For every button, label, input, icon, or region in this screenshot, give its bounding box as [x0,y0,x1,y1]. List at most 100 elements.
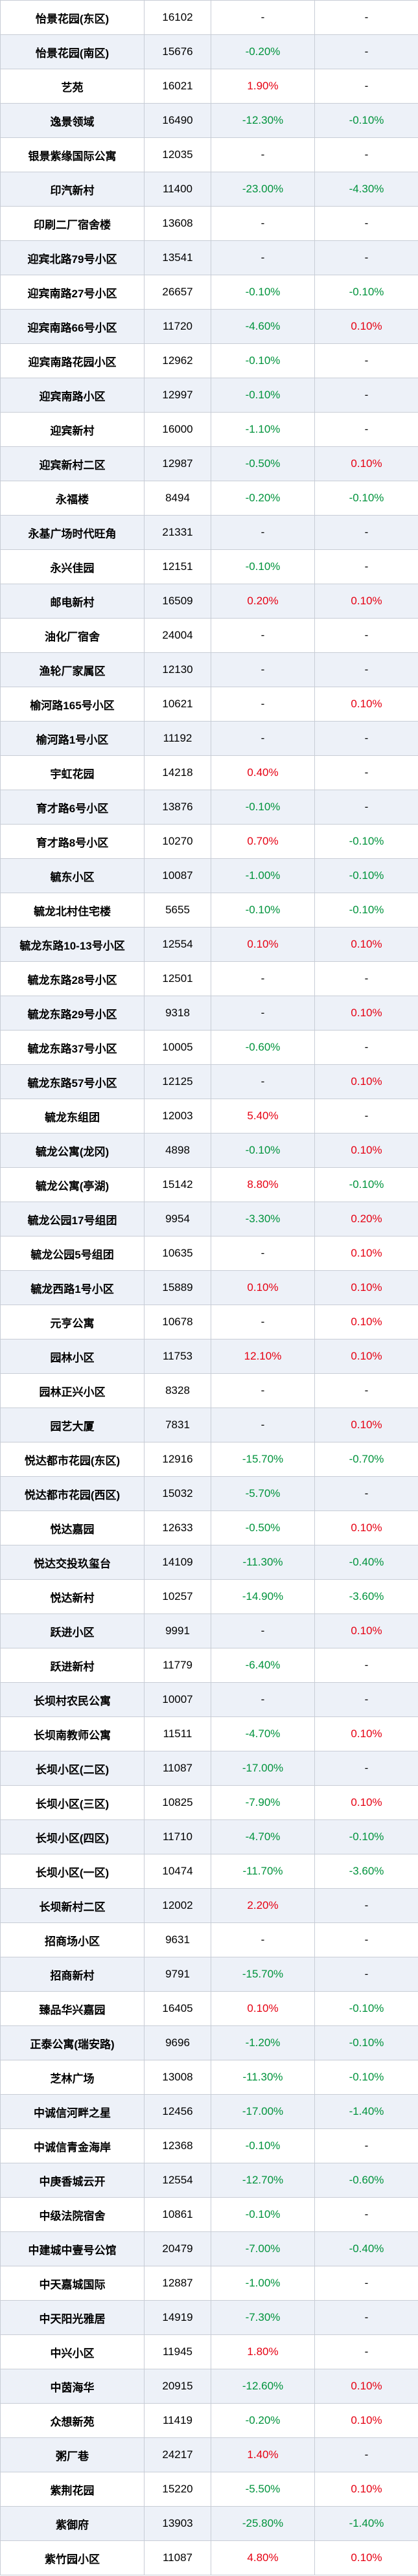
change2-cell: - [314,34,418,69]
price-cell: 14218 [144,755,211,790]
table-row: 毓东小区 10087 -1.00% -0.10% [0,858,418,893]
change1-cell: 1.80% [211,2334,315,2369]
community-name-cell: 毓东小区 [0,858,145,893]
community-name-cell: 粥厂巷 [0,2437,145,2472]
price-cell: 10861 [144,2197,211,2232]
table-row: 园艺大厦 7831-0.10% [0,1408,418,1442]
community-name-cell: 中级法院宿舍 [0,2197,145,2232]
community-name-cell: 中茵海华 [0,2369,145,2404]
community-name-cell: 悦达新村 [0,1579,145,1614]
change1-cell: -5.70% [211,1476,315,1511]
price-cell: 16102 [144,0,211,35]
price-cell: 15032 [144,1476,211,1511]
table-row: 中建城中壹号公馆 20479 -7.00% -0.40% [0,2231,418,2266]
community-name-cell: 毓龙东路37号小区 [0,1030,145,1065]
change2-cell: - [314,1030,418,1065]
table-row: 跃进新村 11779 -6.40% - [0,1648,418,1683]
table-row: 艺苑 16021 1.90% - [0,69,418,104]
price-cell: 11419 [144,2403,211,2438]
change2-cell: - [314,137,418,172]
change2-cell: 0.10% [314,584,418,619]
community-name-cell: 永兴佳园 [0,549,145,584]
table-row: 宇虹花园 14218 0.40% - [0,755,418,790]
change1-cell: - [211,618,315,653]
change1-cell: -11.30% [211,2060,315,2095]
change1-cell: - [211,1682,315,1717]
price-cell: 10007 [144,1682,211,1717]
price-cell: 13876 [144,790,211,825]
price-cell: 10087 [144,858,211,893]
price-cell: 16405 [144,1991,211,2026]
price-cell: 12003 [144,1099,211,1134]
community-name-cell: 宇虹花园 [0,755,145,790]
community-name-cell: 中建城中壹号公馆 [0,2231,145,2266]
change1-cell: -0.60% [211,1030,315,1065]
change1-cell: -23.00% [211,172,315,207]
change2-cell: 0.10% [314,446,418,481]
table-row: 迎宾新村二区 12987 -0.50% 0.10% [0,446,418,481]
change2-cell: -0.70% [314,1442,418,1477]
price-cell: 12125 [144,1064,211,1099]
table-row: 中庚香城云开 12554 -12.70% -0.60% [0,2163,418,2198]
change2-cell: -0.10% [314,1991,418,2026]
community-name-cell: 迎宾南路花园小区 [0,343,145,378]
table-row: 毓龙公园17号组团 9954 -3.30% 0.20% [0,1202,418,1237]
community-name-cell: 毓龙东路10-13号小区 [0,927,145,962]
change2-cell: 0.10% [314,1510,418,1545]
community-name-cell: 迎宾南路66号小区 [0,309,145,344]
change2-cell: -0.40% [314,2231,418,2266]
community-name-cell: 园林小区 [0,1339,145,1374]
change2-cell: 0.10% [314,1408,418,1442]
community-name-cell: 中庚香城云开 [0,2163,145,2198]
price-cell: 10678 [144,1305,211,1339]
price-cell: 16000 [144,412,211,447]
change1-cell: -0.50% [211,1510,315,1545]
change1-cell: -0.10% [211,2197,315,2232]
community-name-cell: 毓龙西路1号小区 [0,1270,145,1305]
price-cell: 14919 [144,2300,211,2335]
price-cell: 9696 [144,2025,211,2060]
change1-cell: -1.00% [211,2266,315,2301]
community-name-cell: 迎宾新村二区 [0,446,145,481]
table-row: 毓龙东路57号小区 12125-0.10% [0,1064,418,1099]
table-row: 臻品华兴嘉园 16405 0.10% -0.10% [0,1991,418,2026]
change1-cell: 0.10% [211,1991,315,2026]
change2-cell: - [314,1476,418,1511]
change1-cell: - [211,1408,315,1442]
change2-cell: - [314,2300,418,2335]
table-row: 中天阳光雅居 14919 -7.30% - [0,2300,418,2335]
table-row: 紫竹园小区 11087 4.80% 0.10% [0,2540,418,2575]
price-cell: 10825 [144,1785,211,1820]
table-row: 永福楼 8494 -0.20% -0.10% [0,481,418,516]
price-cell: 12962 [144,343,211,378]
table-row: 毓龙西路1号小区 15889 0.10% 0.10% [0,1270,418,1305]
change1-cell: -17.00% [211,2094,315,2129]
price-cell: 12554 [144,2163,211,2198]
change2-cell: 0.10% [314,1236,418,1271]
change2-cell: - [314,1888,418,1923]
change1-cell: 0.70% [211,824,315,859]
price-cell: 20915 [144,2369,211,2404]
change2-cell: -0.10% [314,824,418,859]
community-name-cell: 中天阳光雅居 [0,2300,145,2335]
community-name-cell: 邮电新村 [0,584,145,619]
price-cell: 15220 [144,2472,211,2507]
table-row: 育才路6号小区 13876 -0.10% - [0,790,418,825]
community-name-cell: 园艺大厦 [0,1408,145,1442]
change1-cell: -0.20% [211,481,315,516]
change2-cell: 0.10% [314,1133,418,1168]
change2-cell: -0.10% [314,2060,418,2095]
change1-cell: 2.20% [211,1888,315,1923]
table-row: 永兴佳园 12151 -0.10% - [0,549,418,584]
price-cell: 12035 [144,137,211,172]
price-cell: 21331 [144,515,211,550]
change1-cell: 12.10% [211,1339,315,1374]
table-row: 印刷二厂宿舍楼 13608- - [0,206,418,241]
table-row: 毓龙北村住宅楼 5655 -0.10% -0.10% [0,893,418,928]
table-row: 紫荆花园 15220 -5.50% 0.10% [0,2472,418,2507]
change2-cell: - [314,206,418,241]
price-cell: 12501 [144,961,211,996]
price-cell: 11710 [144,1819,211,1854]
